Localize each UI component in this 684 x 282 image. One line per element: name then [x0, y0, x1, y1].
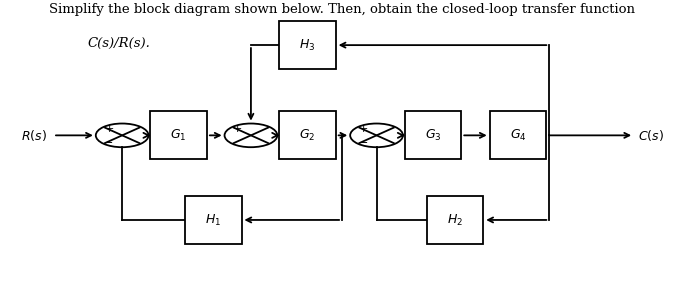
Text: +: +: [104, 124, 114, 134]
Bar: [279, 21, 336, 69]
Text: $G_4$: $G_4$: [510, 128, 526, 143]
Text: $C(s)$: $C(s)$: [638, 128, 664, 143]
Text: +: +: [233, 124, 242, 134]
Text: −: −: [104, 138, 114, 148]
Text: C(s)/R(s).: C(s)/R(s).: [88, 37, 150, 50]
Bar: [427, 196, 484, 244]
Bar: [405, 111, 461, 159]
Text: $G_1$: $G_1$: [170, 128, 187, 143]
Bar: [185, 196, 241, 244]
Text: $H_2$: $H_2$: [447, 212, 463, 228]
Text: $H_3$: $H_3$: [300, 38, 315, 53]
Bar: [150, 111, 207, 159]
Text: $R(s)$: $R(s)$: [21, 128, 47, 143]
Text: $H_1$: $H_1$: [205, 212, 222, 228]
Text: +: +: [358, 124, 368, 134]
Text: Simplify the block diagram shown below. Then, obtain the closed-loop transfer fu: Simplify the block diagram shown below. …: [49, 3, 635, 16]
Text: −: −: [358, 138, 368, 148]
Bar: [279, 111, 336, 159]
Bar: [490, 111, 546, 159]
Text: $G_3$: $G_3$: [425, 128, 441, 143]
Text: $G_2$: $G_2$: [300, 128, 315, 143]
